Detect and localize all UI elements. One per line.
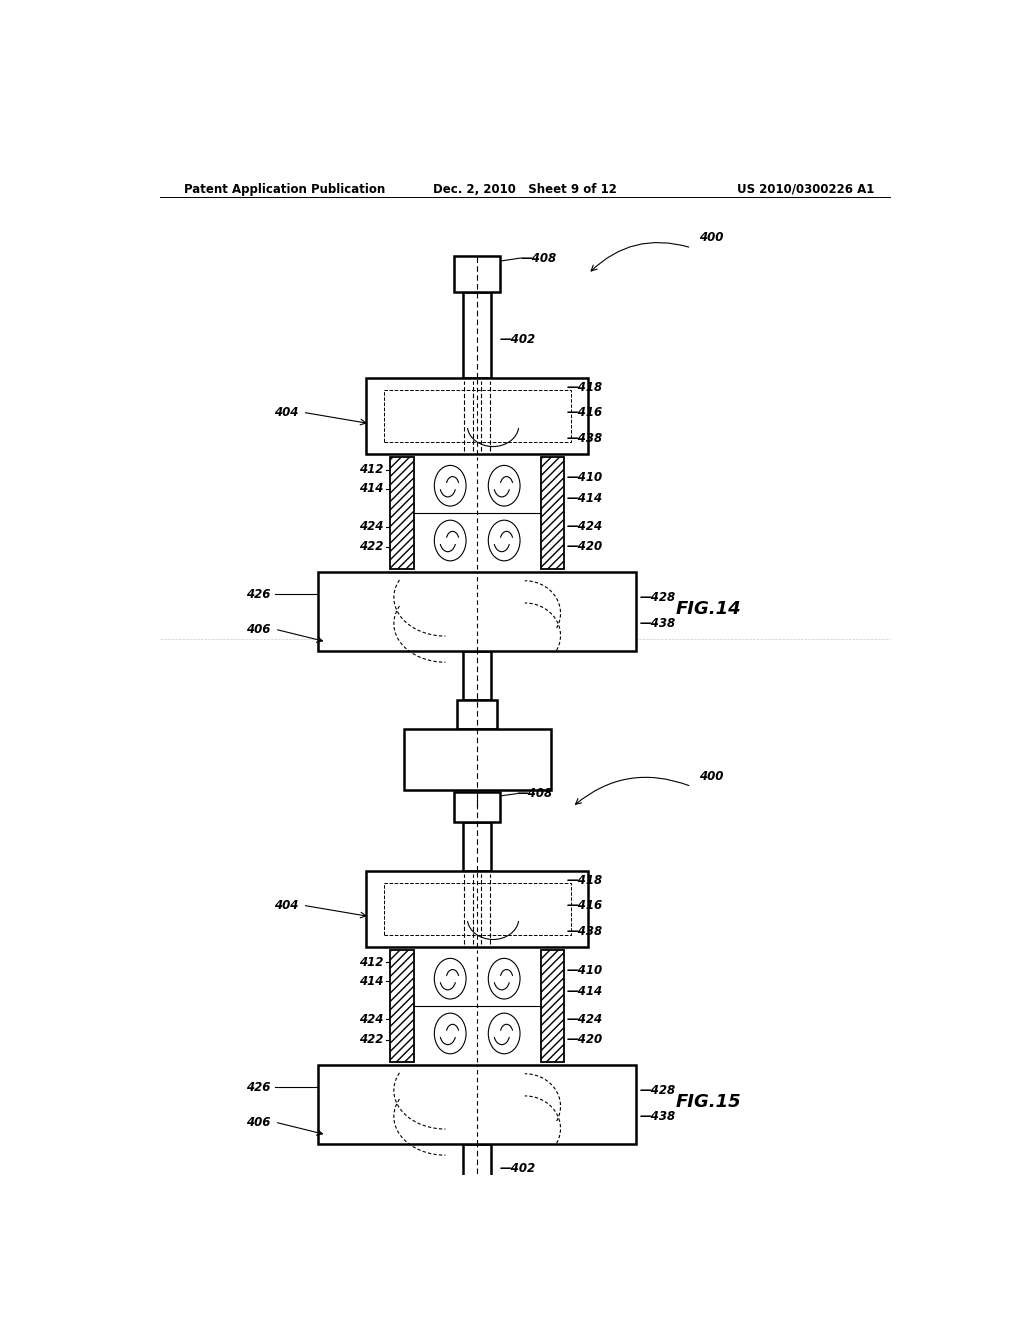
- Bar: [367, 871, 588, 948]
- Text: 400: 400: [699, 770, 724, 783]
- Text: 414: 414: [359, 482, 384, 495]
- Circle shape: [488, 520, 520, 561]
- Text: —410: —410: [567, 471, 603, 484]
- Text: 426: 426: [247, 587, 270, 601]
- Text: —424: —424: [567, 1012, 603, 1026]
- Text: Dec. 2, 2010   Sheet 9 of 12: Dec. 2, 2010 Sheet 9 of 12: [433, 182, 616, 195]
- Circle shape: [434, 466, 466, 506]
- Text: US 2010/0300226 A1: US 2010/0300226 A1: [736, 182, 873, 195]
- Text: 422: 422: [359, 540, 384, 553]
- Text: 404: 404: [274, 405, 299, 418]
- Bar: [458, 1193, 497, 1221]
- Bar: [390, 457, 414, 569]
- Bar: [458, 700, 497, 729]
- Bar: [541, 950, 564, 1063]
- Text: 412: 412: [359, 463, 384, 477]
- Bar: [403, 729, 551, 789]
- Bar: [463, 1144, 492, 1193]
- Bar: [541, 457, 564, 569]
- Bar: [455, 792, 500, 822]
- Text: —408: —408: [521, 252, 557, 264]
- Text: —424: —424: [567, 520, 603, 533]
- Text: —420: —420: [567, 1034, 603, 1047]
- Bar: [367, 378, 588, 454]
- Text: —414: —414: [567, 492, 603, 506]
- Text: —420: —420: [567, 540, 603, 553]
- Bar: [455, 256, 500, 292]
- Text: 412: 412: [359, 956, 384, 969]
- Text: —416: —416: [567, 899, 603, 912]
- Circle shape: [434, 958, 466, 999]
- Text: 424: 424: [359, 1012, 384, 1026]
- Text: 406: 406: [247, 623, 270, 636]
- Text: 426: 426: [247, 1081, 270, 1094]
- Circle shape: [488, 466, 520, 506]
- Text: —416: —416: [567, 405, 603, 418]
- Circle shape: [488, 1014, 520, 1053]
- Text: 424: 424: [359, 520, 384, 533]
- Text: —438: —438: [567, 925, 603, 939]
- Bar: [390, 950, 414, 1063]
- Bar: [463, 822, 492, 871]
- Text: 404: 404: [274, 899, 299, 912]
- Text: —414: —414: [567, 985, 603, 998]
- Text: —428: —428: [640, 1084, 676, 1097]
- Text: —438: —438: [567, 433, 603, 445]
- Text: —408: —408: [517, 787, 553, 800]
- Circle shape: [434, 520, 466, 561]
- Text: 400: 400: [699, 231, 724, 244]
- Text: —438: —438: [640, 1110, 676, 1123]
- Bar: [384, 883, 570, 935]
- Text: —402: —402: [500, 333, 536, 346]
- Bar: [318, 572, 636, 651]
- Circle shape: [434, 1014, 466, 1053]
- Text: FIG.14: FIG.14: [676, 599, 741, 618]
- Text: 414: 414: [359, 975, 384, 987]
- Text: —418: —418: [567, 381, 603, 395]
- Bar: [318, 1065, 636, 1144]
- Text: —410: —410: [567, 964, 603, 977]
- Text: Patent Application Publication: Patent Application Publication: [183, 182, 385, 195]
- Text: —438: —438: [640, 618, 676, 630]
- Text: 422: 422: [359, 1034, 384, 1047]
- Bar: [384, 391, 570, 442]
- Bar: [463, 651, 492, 700]
- Text: —418: —418: [567, 874, 603, 887]
- Text: FIG.15: FIG.15: [676, 1093, 741, 1110]
- Bar: [403, 1221, 551, 1283]
- Text: 406: 406: [247, 1115, 270, 1129]
- Circle shape: [488, 958, 520, 999]
- Bar: [463, 292, 492, 378]
- Text: —428: —428: [640, 591, 676, 605]
- Text: —402: —402: [500, 1162, 536, 1175]
